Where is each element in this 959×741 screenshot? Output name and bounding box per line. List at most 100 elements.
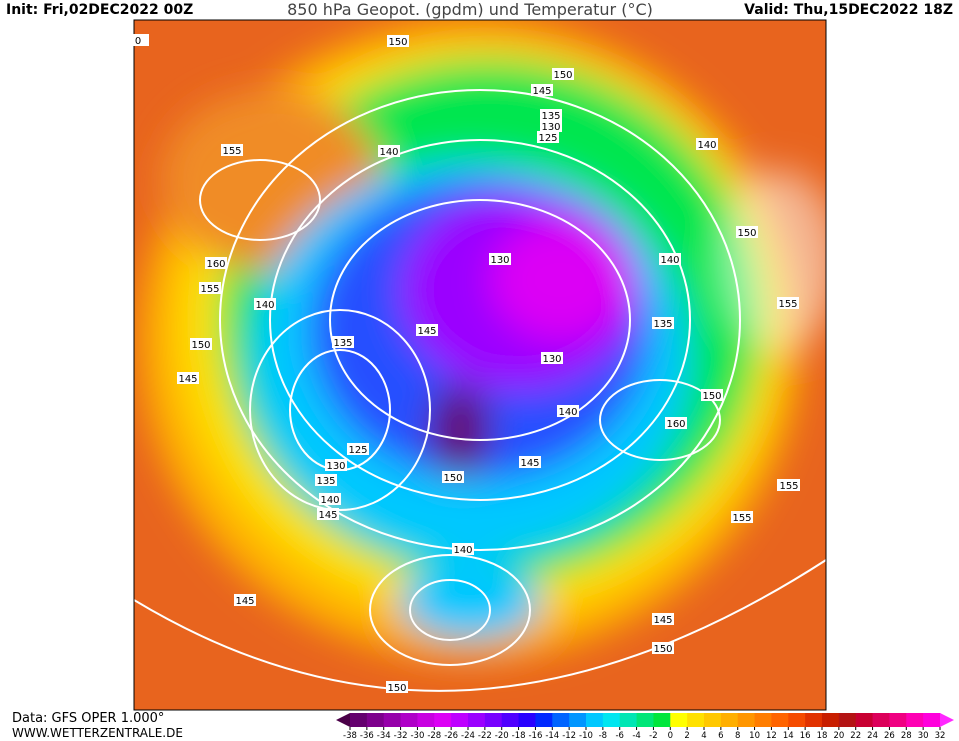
colorbar-segment bbox=[602, 713, 621, 727]
contour-label-box bbox=[652, 642, 674, 654]
colorbar-label: -20 bbox=[495, 731, 509, 741]
colorbar-arrow bbox=[940, 713, 954, 727]
colorbar-label: 26 bbox=[884, 731, 895, 741]
contour-label-box bbox=[696, 138, 718, 150]
contour-label-box bbox=[552, 68, 574, 80]
map-field bbox=[134, 20, 826, 710]
contour-label: 150 bbox=[702, 391, 721, 402]
contour-label-box bbox=[416, 324, 438, 336]
contour-label: 135 bbox=[541, 111, 560, 122]
contour-label: 150 bbox=[653, 644, 672, 655]
colorbar-label: 16 bbox=[800, 731, 811, 741]
contour-label-box bbox=[537, 131, 559, 143]
colorbar-label: 20 bbox=[833, 731, 844, 741]
colorbar-segment bbox=[822, 713, 840, 727]
contour-label: 125 bbox=[538, 133, 557, 144]
colorbar-label: 22 bbox=[850, 731, 861, 741]
contour-label: 145 bbox=[417, 326, 436, 337]
contour-lines bbox=[134, 89, 826, 692]
contour-label-box bbox=[177, 372, 199, 384]
map-title: 850 hPa Geopot. (gpdm) und Temperatur (°… bbox=[287, 0, 653, 19]
contour-label-box bbox=[540, 109, 562, 121]
contour-label-box bbox=[378, 145, 400, 157]
contour-label-box bbox=[387, 35, 409, 47]
contour-label-box bbox=[234, 594, 256, 606]
contour-label: 155 bbox=[200, 284, 219, 295]
contour-label: 155 bbox=[732, 513, 751, 524]
colorbar-arrow bbox=[336, 713, 350, 727]
colorbar-label: -10 bbox=[579, 731, 593, 741]
colorbar-label: 32 bbox=[935, 731, 946, 741]
colorbar-segment bbox=[417, 713, 435, 727]
contour-label-box bbox=[347, 443, 369, 455]
contour-label-box bbox=[127, 34, 149, 46]
contour-label-box bbox=[731, 511, 753, 523]
colorbar-segment bbox=[468, 713, 486, 727]
contour-label: 160 bbox=[206, 259, 225, 270]
colorbar-label: 30 bbox=[918, 731, 929, 741]
colorbar-label: -22 bbox=[478, 731, 492, 741]
contour-label-box bbox=[652, 613, 674, 625]
contour-label: 145 bbox=[235, 596, 254, 607]
contour-label-box bbox=[659, 253, 681, 265]
contour-label: 155 bbox=[778, 299, 797, 310]
contour-label: 150 bbox=[737, 228, 756, 239]
colorbar-segment bbox=[552, 713, 570, 727]
data-source: Data: GFS OPER 1.000° bbox=[12, 711, 164, 726]
colorbar-label: -34 bbox=[377, 731, 391, 741]
contour-label: 145 bbox=[318, 510, 337, 521]
contour-label: 150 bbox=[191, 340, 210, 351]
contour-label: 140 bbox=[255, 300, 274, 311]
colorbar-label: 10 bbox=[749, 731, 760, 741]
colorbar-segment bbox=[366, 713, 385, 727]
colorbar-label: -30 bbox=[410, 731, 424, 741]
contour-label: 135 bbox=[653, 319, 672, 330]
colorbar-label: -28 bbox=[427, 731, 441, 741]
colorbar-segment bbox=[737, 713, 756, 727]
contour-label: 130 bbox=[490, 255, 509, 266]
colorbar-label: -14 bbox=[545, 731, 559, 741]
colorbar-segment bbox=[586, 713, 604, 727]
colorbar-segment bbox=[501, 713, 520, 727]
contour-label: 145 bbox=[532, 86, 551, 97]
contour-label-box bbox=[386, 681, 408, 693]
contour-label-box bbox=[199, 282, 221, 294]
contour-label: 130 bbox=[542, 354, 561, 365]
colorbar-segment bbox=[350, 713, 368, 727]
contour-label-box bbox=[325, 459, 347, 471]
colorbar-segment bbox=[872, 713, 890, 727]
colorbar-label: -12 bbox=[562, 731, 576, 741]
colorbar-label: -26 bbox=[444, 731, 458, 741]
contour-label: 135 bbox=[316, 476, 335, 487]
contour-label: 140 bbox=[320, 495, 339, 506]
contour-label: 140 bbox=[453, 545, 472, 556]
valid-time: Valid: Thu,15DEC2022 18Z bbox=[744, 2, 953, 18]
colorbar-segment bbox=[434, 713, 452, 727]
colorbar-label: -8 bbox=[599, 731, 607, 741]
contour-label: 0 bbox=[135, 36, 141, 47]
colorbar-segment bbox=[653, 713, 671, 727]
contour-label-box bbox=[778, 479, 800, 491]
colorbar-segment bbox=[670, 713, 688, 727]
contour-label: 135 bbox=[333, 338, 352, 349]
colorbar-label: 18 bbox=[817, 731, 828, 741]
colorbar-label: -18 bbox=[512, 731, 526, 741]
contour-label-box bbox=[319, 493, 341, 505]
colorbar-label: 28 bbox=[901, 731, 912, 741]
colorbar-segment bbox=[855, 713, 874, 727]
contour-label: 145 bbox=[653, 615, 672, 626]
contour-label: 160 bbox=[666, 419, 685, 430]
colorbar-segment bbox=[704, 713, 722, 727]
colorbar-segment bbox=[771, 713, 789, 727]
colorbar-segment bbox=[518, 713, 536, 727]
contour-label-box bbox=[221, 144, 243, 156]
contour-label: 150 bbox=[553, 70, 572, 81]
contour-label-box bbox=[531, 84, 553, 96]
colorbar-label: -32 bbox=[394, 731, 408, 741]
colorbar-label: -2 bbox=[649, 731, 657, 741]
colorbar: -38 -36 -34 -32 -30 -28 -26 -24 -22 -20 -18 -16 -14-… bbox=[336, 713, 954, 741]
contour-label: 130 bbox=[541, 122, 560, 133]
colorbar-label: 0 bbox=[668, 731, 673, 741]
